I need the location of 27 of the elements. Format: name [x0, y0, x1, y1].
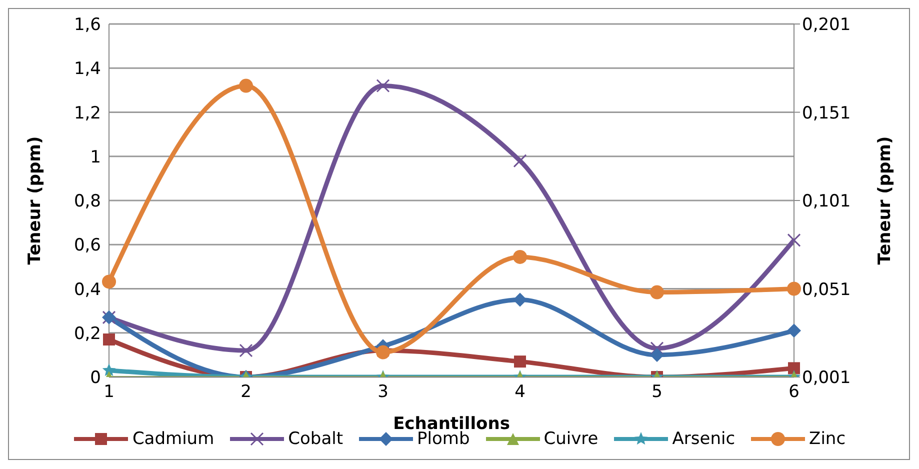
y2-tick-label: 0,101 [802, 192, 851, 212]
x-tick-label: 6 [788, 382, 800, 402]
x-tick-label: 1 [104, 382, 114, 402]
y-tick-label: 1,2 [74, 103, 101, 124]
x-tick-label: 4 [514, 382, 526, 402]
y2-axis-title: Teneur (ppm) [875, 136, 896, 265]
x-tick-label: 5 [652, 382, 662, 402]
legend-label: Cobalt [288, 429, 344, 449]
y-tick-label: 0,8 [74, 192, 101, 212]
y-tick-label: 1,6 [74, 15, 101, 36]
y2-tick-label: 0,151 [802, 103, 851, 124]
y-tick-label: 0,2 [74, 324, 101, 344]
y2-tick-label: 0,001 [802, 368, 851, 388]
y2-tick-label: 0,201 [802, 15, 851, 36]
legend-label: Zinc [809, 429, 846, 449]
y-axis-title: Teneur (ppm) [25, 136, 46, 265]
y-tick-label: 0,6 [74, 236, 101, 256]
legend-label: Arsenic [672, 429, 736, 449]
x-tick-label: 3 [378, 382, 388, 402]
legend-label: Cadmium [132, 429, 214, 449]
y-tick-label: 0,4 [74, 280, 101, 300]
x-tick-label: 2 [240, 382, 252, 402]
y2-tick-label: 0,051 [802, 280, 851, 300]
y-tick-label: 1 [90, 147, 101, 168]
legend-label: Cuivre [544, 429, 598, 449]
y-tick-label: 1,4 [74, 59, 101, 80]
y-tick-label: 0 [90, 368, 101, 388]
